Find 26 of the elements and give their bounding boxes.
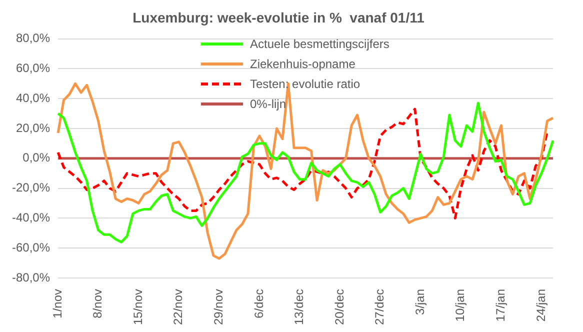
- x-tick-label: 8/nov: [90, 288, 105, 318]
- x-tick-label: 13/dec: [292, 288, 306, 325]
- x-tick-label: 15/nov: [130, 288, 145, 325]
- x-tick-label: 10/jan: [453, 288, 468, 322]
- x-tick-label: 24/jan: [534, 288, 548, 322]
- y-tick-label: -80,0%: [12, 270, 50, 284]
- x-tick-label: 27/dec: [372, 288, 387, 325]
- x-tick-label: 20/dec: [332, 288, 346, 325]
- legend-label: Ziekenhuis-opname: [250, 56, 356, 73]
- x-tick-label: 6/dec: [252, 288, 266, 318]
- x-tick-label: 17/jan: [494, 288, 508, 322]
- y-tick-label: -20,0%: [12, 180, 50, 195]
- legend-label: Testen: evolutie ratio: [250, 76, 360, 93]
- chart-title: Luxemburg: week-evolutie in % vanaf 01/11: [132, 9, 425, 26]
- x-tick-label: 1/nov: [50, 288, 64, 318]
- y-tick-label: 60,0%: [16, 61, 50, 76]
- y-tick-label: 40,0%: [16, 90, 50, 105]
- x-tick-label: 22/nov: [171, 288, 186, 325]
- y-tick-label: -40,0%: [12, 210, 50, 224]
- y-tick-label: 80,0%: [16, 31, 50, 46]
- x-tick-label: 29/nov: [211, 288, 226, 325]
- y-tick-label: -60,0%: [12, 240, 50, 254]
- y-tick-label: 20,0%: [16, 120, 50, 135]
- legend-label: Actuele besmettingscijfers: [250, 36, 390, 53]
- x-tick-label: 3/jan: [412, 288, 427, 315]
- y-tick-label: 0,0%: [22, 150, 50, 165]
